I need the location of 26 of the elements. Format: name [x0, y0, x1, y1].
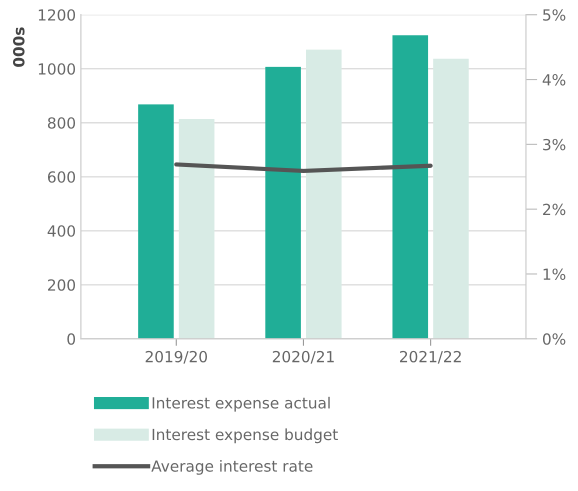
- y2-tick-label: 2%: [543, 204, 566, 216]
- y2-tick-label: 4%: [542, 74, 566, 86]
- y-tick-label: 400: [48, 225, 76, 237]
- y-tick-label: 1200: [38, 9, 76, 21]
- y-tick-label: 0: [67, 333, 76, 345]
- y-tick-label: 800: [48, 117, 76, 129]
- y2-tick-label: 3%: [543, 138, 566, 150]
- x-tick-label: 2019/20: [146, 350, 208, 364]
- legend-label: Interest expense budget: [152, 428, 338, 444]
- y2-tick-label: 1%: [544, 268, 566, 280]
- bar: [138, 104, 174, 339]
- bar: [306, 50, 342, 339]
- y2-tick-label: 0%: [542, 333, 566, 345]
- legend-label: Interest expense actual: [152, 396, 330, 412]
- y2-tick-label: 5%: [543, 9, 566, 21]
- bar: [265, 66, 301, 339]
- bar: [178, 118, 214, 339]
- bar: [433, 58, 469, 339]
- y-tick-label: 200: [48, 279, 76, 291]
- x-tick-label: 2020/21: [272, 350, 334, 364]
- y-tick-label: 1000: [38, 63, 76, 75]
- bar: [392, 35, 428, 339]
- y-axis-title: 000s: [12, 27, 25, 67]
- legend-label: Average interest rate: [151, 460, 312, 475]
- y-tick-label: 600: [48, 171, 76, 183]
- x-tick-label: 2021/22: [400, 350, 461, 364]
